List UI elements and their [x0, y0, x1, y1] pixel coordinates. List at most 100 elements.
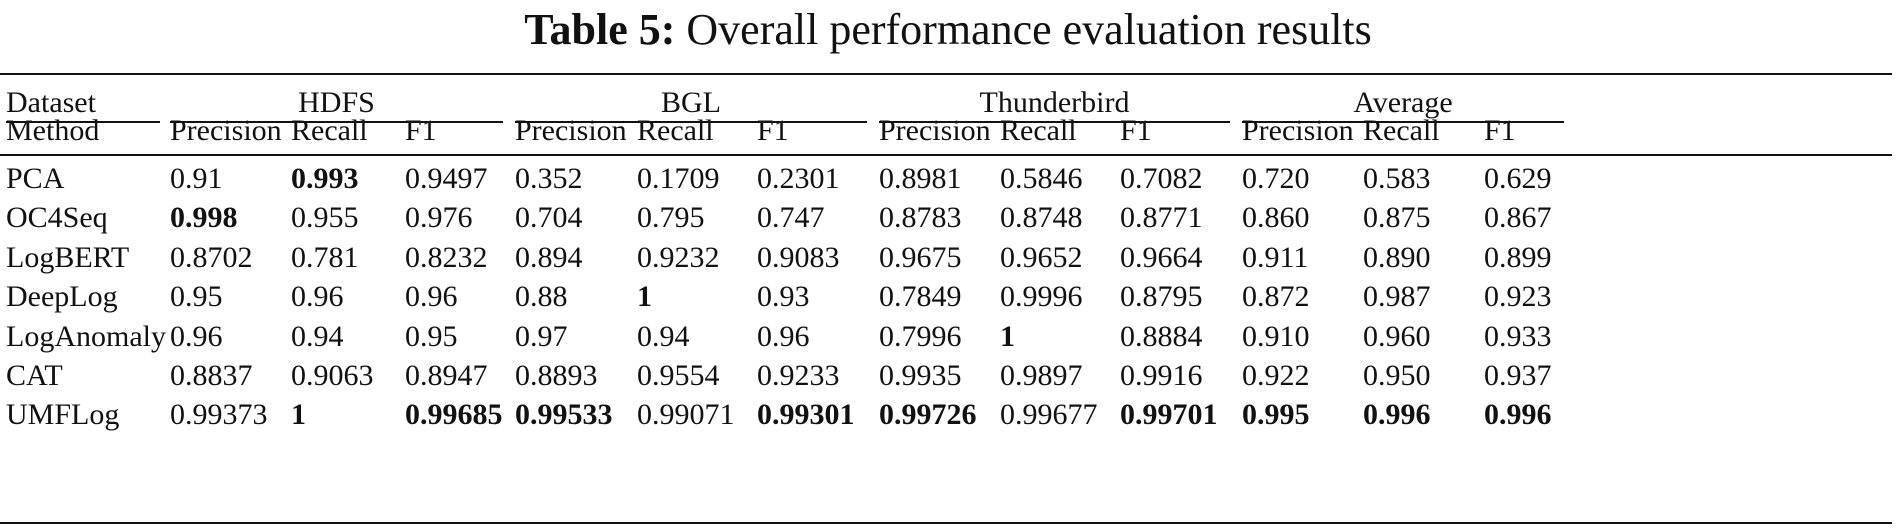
- value-cell: 0.99677: [1000, 398, 1098, 431]
- value-cell: 0.960: [1363, 320, 1431, 353]
- value-cell: 0.910: [1242, 320, 1310, 353]
- value-cell: 0.894: [515, 241, 583, 274]
- value-cell: 0.704: [515, 201, 583, 234]
- value-cell: 0.95: [405, 320, 458, 353]
- dataset-underline: [6, 121, 160, 123]
- value-cell: 0.875: [1363, 201, 1431, 234]
- value-cell: 0.933: [1484, 320, 1552, 353]
- value-cell: 0.9664: [1120, 241, 1203, 274]
- value-cell: 0.995: [1242, 398, 1310, 431]
- value-cell: 0.872: [1242, 280, 1310, 313]
- value-cell: 0.2301: [757, 162, 840, 195]
- group-header: BGL: [661, 86, 721, 119]
- metric-header: F1: [757, 114, 789, 147]
- header-rule: [0, 154, 1892, 156]
- value-cell: 0.955: [291, 201, 359, 234]
- value-cell: 1: [291, 398, 306, 431]
- value-cell: 0.7996: [879, 320, 962, 353]
- dataset-header: Dataset: [6, 86, 96, 119]
- value-cell: 0.7082: [1120, 162, 1203, 195]
- value-cell: 0.99726: [879, 398, 977, 431]
- value-cell: 0.96: [291, 280, 344, 313]
- value-cell: 0.922: [1242, 359, 1310, 392]
- value-cell: 0.99701: [1120, 398, 1218, 431]
- group-header: Average: [1353, 86, 1453, 119]
- metric-header: Recall: [291, 114, 368, 147]
- value-cell: 0.8981: [879, 162, 962, 195]
- value-cell: 0.8771: [1120, 201, 1203, 234]
- value-cell: 0.95: [170, 280, 223, 313]
- value-cell: 0.99685: [405, 398, 503, 431]
- value-cell: 0.9083: [757, 241, 840, 274]
- value-cell: 0.99071: [637, 398, 735, 431]
- value-cell: 0.950: [1363, 359, 1431, 392]
- group-header: HDFS: [298, 86, 375, 119]
- method-name: UMFLog: [6, 398, 120, 431]
- value-cell: 0.7849: [879, 280, 962, 313]
- value-cell: 0.8748: [1000, 201, 1083, 234]
- method-name: CAT: [6, 359, 63, 392]
- value-cell: 0.9497: [405, 162, 488, 195]
- group-underline: [515, 121, 867, 123]
- group-header: Thunderbird: [979, 86, 1130, 119]
- value-cell: 0.996: [1363, 398, 1431, 431]
- method-name: OC4Seq: [6, 201, 108, 234]
- value-cell: 0.998: [170, 201, 238, 234]
- value-cell: 0.890: [1363, 241, 1431, 274]
- method-name: PCA: [6, 162, 65, 195]
- value-cell: 0.899: [1484, 241, 1552, 274]
- value-cell: 0.96: [757, 320, 810, 353]
- value-cell: 0.94: [637, 320, 690, 353]
- value-cell: 0.97: [515, 320, 568, 353]
- value-cell: 0.583: [1363, 162, 1431, 195]
- value-cell: 0.747: [757, 201, 825, 234]
- value-cell: 0.9652: [1000, 241, 1083, 274]
- value-cell: 0.96: [170, 320, 223, 353]
- value-cell: 0.9232: [637, 241, 720, 274]
- value-cell: 0.8702: [170, 241, 253, 274]
- value-cell: 0.8837: [170, 359, 253, 392]
- metric-header: Recall: [1000, 114, 1077, 147]
- value-cell: 0.781: [291, 241, 359, 274]
- value-cell: 0.993: [291, 162, 359, 195]
- value-cell: 0.987: [1363, 280, 1431, 313]
- value-cell: 0.9897: [1000, 359, 1083, 392]
- method-name: DeepLog: [6, 280, 118, 313]
- value-cell: 0.923: [1484, 280, 1552, 313]
- value-cell: 0.8232: [405, 241, 488, 274]
- metric-header: F1: [405, 114, 437, 147]
- value-cell: 0.9916: [1120, 359, 1203, 392]
- metric-header: F1: [1120, 114, 1152, 147]
- value-cell: 0.8795: [1120, 280, 1203, 313]
- group-underline: [879, 121, 1230, 123]
- value-cell: 0.9063: [291, 359, 374, 392]
- value-cell: 0.996: [1484, 398, 1552, 431]
- method-header: Method: [6, 114, 100, 147]
- value-cell: 0.867: [1484, 201, 1552, 234]
- value-cell: 0.99301: [757, 398, 855, 431]
- value-cell: 0.96: [405, 280, 458, 313]
- value-cell: 0.91: [170, 162, 223, 195]
- top-rule: [0, 73, 1892, 75]
- value-cell: 0.795: [637, 201, 705, 234]
- metric-header: Recall: [637, 114, 714, 147]
- value-cell: 0.8884: [1120, 320, 1203, 353]
- value-cell: 0.8947: [405, 359, 488, 392]
- group-underline: [1242, 121, 1564, 123]
- bottom-rule: [0, 522, 1892, 524]
- value-cell: 0.352: [515, 162, 583, 195]
- value-cell: 0.9675: [879, 241, 962, 274]
- value-cell: 0.629: [1484, 162, 1552, 195]
- value-cell: 0.976: [405, 201, 473, 234]
- method-name: LogAnomaly: [6, 320, 166, 353]
- value-cell: 0.93: [757, 280, 810, 313]
- value-cell: 0.860: [1242, 201, 1310, 234]
- metric-header: Recall: [1363, 114, 1440, 147]
- value-cell: 0.99373: [170, 398, 268, 431]
- group-underline: [170, 121, 503, 123]
- value-cell: 0.9233: [757, 359, 840, 392]
- metric-header: Precision: [879, 114, 991, 147]
- metric-header: Precision: [1242, 114, 1354, 147]
- value-cell: 0.9935: [879, 359, 962, 392]
- value-cell: 0.937: [1484, 359, 1552, 392]
